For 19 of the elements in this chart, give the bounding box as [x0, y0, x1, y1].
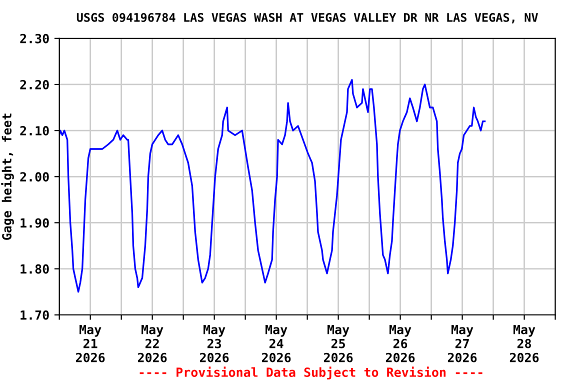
y-tick-label: 1.90	[20, 218, 49, 228]
chart-title: USGS 094196784 LAS VEGAS WASH AT VEGAS VALLEY DR NR LAS VEGAS, NV	[76, 12, 538, 24]
x-tick-label: May 26 2026	[386, 324, 415, 362]
y-tick-label: 1.80	[20, 264, 49, 274]
x-tick-label: May 24 2026	[262, 324, 291, 362]
x-tick-label: May 23 2026	[200, 324, 229, 362]
x-tick-label: May 22 2026	[138, 324, 167, 362]
x-tick-label: May 27 2026	[448, 324, 477, 362]
y-tick-label: 2.30	[20, 34, 49, 44]
y-tick-label: 2.10	[20, 126, 49, 136]
y-tick-label: 2.00	[20, 172, 49, 182]
y-tick-label: 1.70	[20, 310, 49, 320]
x-tick-label: May 21 2026	[76, 324, 105, 362]
text: ---- Provisional Data Subject to Revision ----	[140, 366, 482, 380]
y-axis-title: Gage height, feet	[1, 114, 14, 240]
x-tick-label: May 25 2026	[324, 324, 353, 362]
x-tick-label: May 28 2026	[510, 324, 539, 362]
y-tick-label: 2.20	[20, 80, 49, 90]
line-series	[59, 79, 486, 293]
